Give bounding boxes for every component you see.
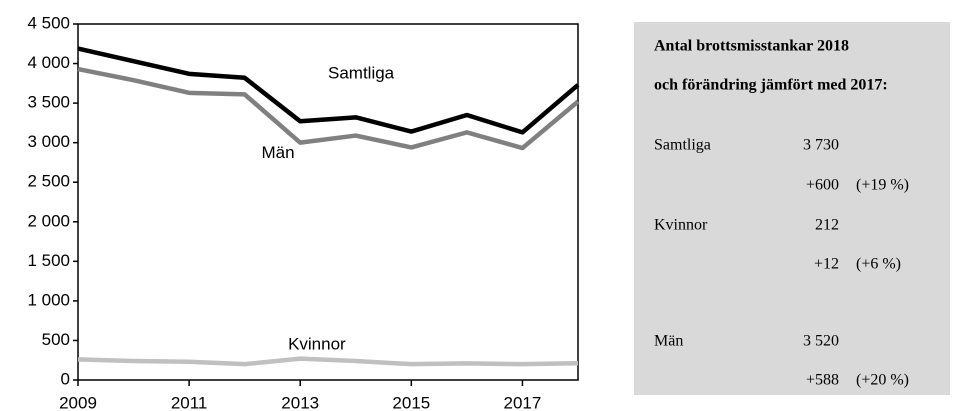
y-tick-label: 2 000 — [27, 211, 70, 230]
row-percent: (+20 %) — [856, 372, 909, 389]
row-label: Kvinnor — [654, 217, 708, 234]
row-percent: (+6 %) — [856, 256, 901, 273]
row-value: 212 — [815, 217, 839, 234]
panel-title: och förändring jämfört med 2017: — [654, 77, 888, 94]
y-tick-label: 0 — [61, 369, 70, 388]
row-change: +12 — [814, 256, 839, 273]
series-label: Samtliga — [328, 63, 395, 82]
series-line — [77, 46, 580, 135]
y-tick-label: 500 — [42, 330, 70, 349]
y-tick-label: 1 000 — [27, 290, 70, 309]
row-label: Samtliga — [654, 137, 711, 154]
plot-frame — [77, 23, 579, 381]
row-percent: (+19 %) — [856, 177, 909, 194]
row-change: +600 — [806, 177, 839, 194]
row-change: +588 — [806, 372, 839, 389]
panel-title: Antal brottsmisstankar 2018 — [654, 38, 849, 55]
y-tick-label: 4 000 — [27, 53, 70, 72]
row-label: Män — [654, 333, 683, 350]
x-tick-label: 2013 — [281, 393, 319, 411]
series-label: Kvinnor — [288, 335, 346, 354]
series-line — [77, 356, 579, 367]
x-tick-label: 2017 — [504, 393, 542, 411]
info-panel — [634, 22, 950, 395]
y-tick-label: 2 500 — [27, 172, 70, 191]
y-tick-label: 3 500 — [27, 93, 70, 112]
y-tick-label: 4 500 — [27, 13, 70, 32]
y-tick-label: 1 500 — [27, 251, 70, 270]
y-tick-label: 3 000 — [27, 132, 70, 151]
x-tick-label: 2011 — [171, 393, 208, 411]
row-value: 3 520 — [803, 333, 839, 350]
series-line — [77, 66, 580, 151]
row-value: 3 730 — [803, 137, 839, 154]
series-label: Män — [261, 143, 294, 162]
x-tick-label: 2015 — [392, 393, 430, 411]
x-tick-label: 2009 — [59, 393, 97, 411]
